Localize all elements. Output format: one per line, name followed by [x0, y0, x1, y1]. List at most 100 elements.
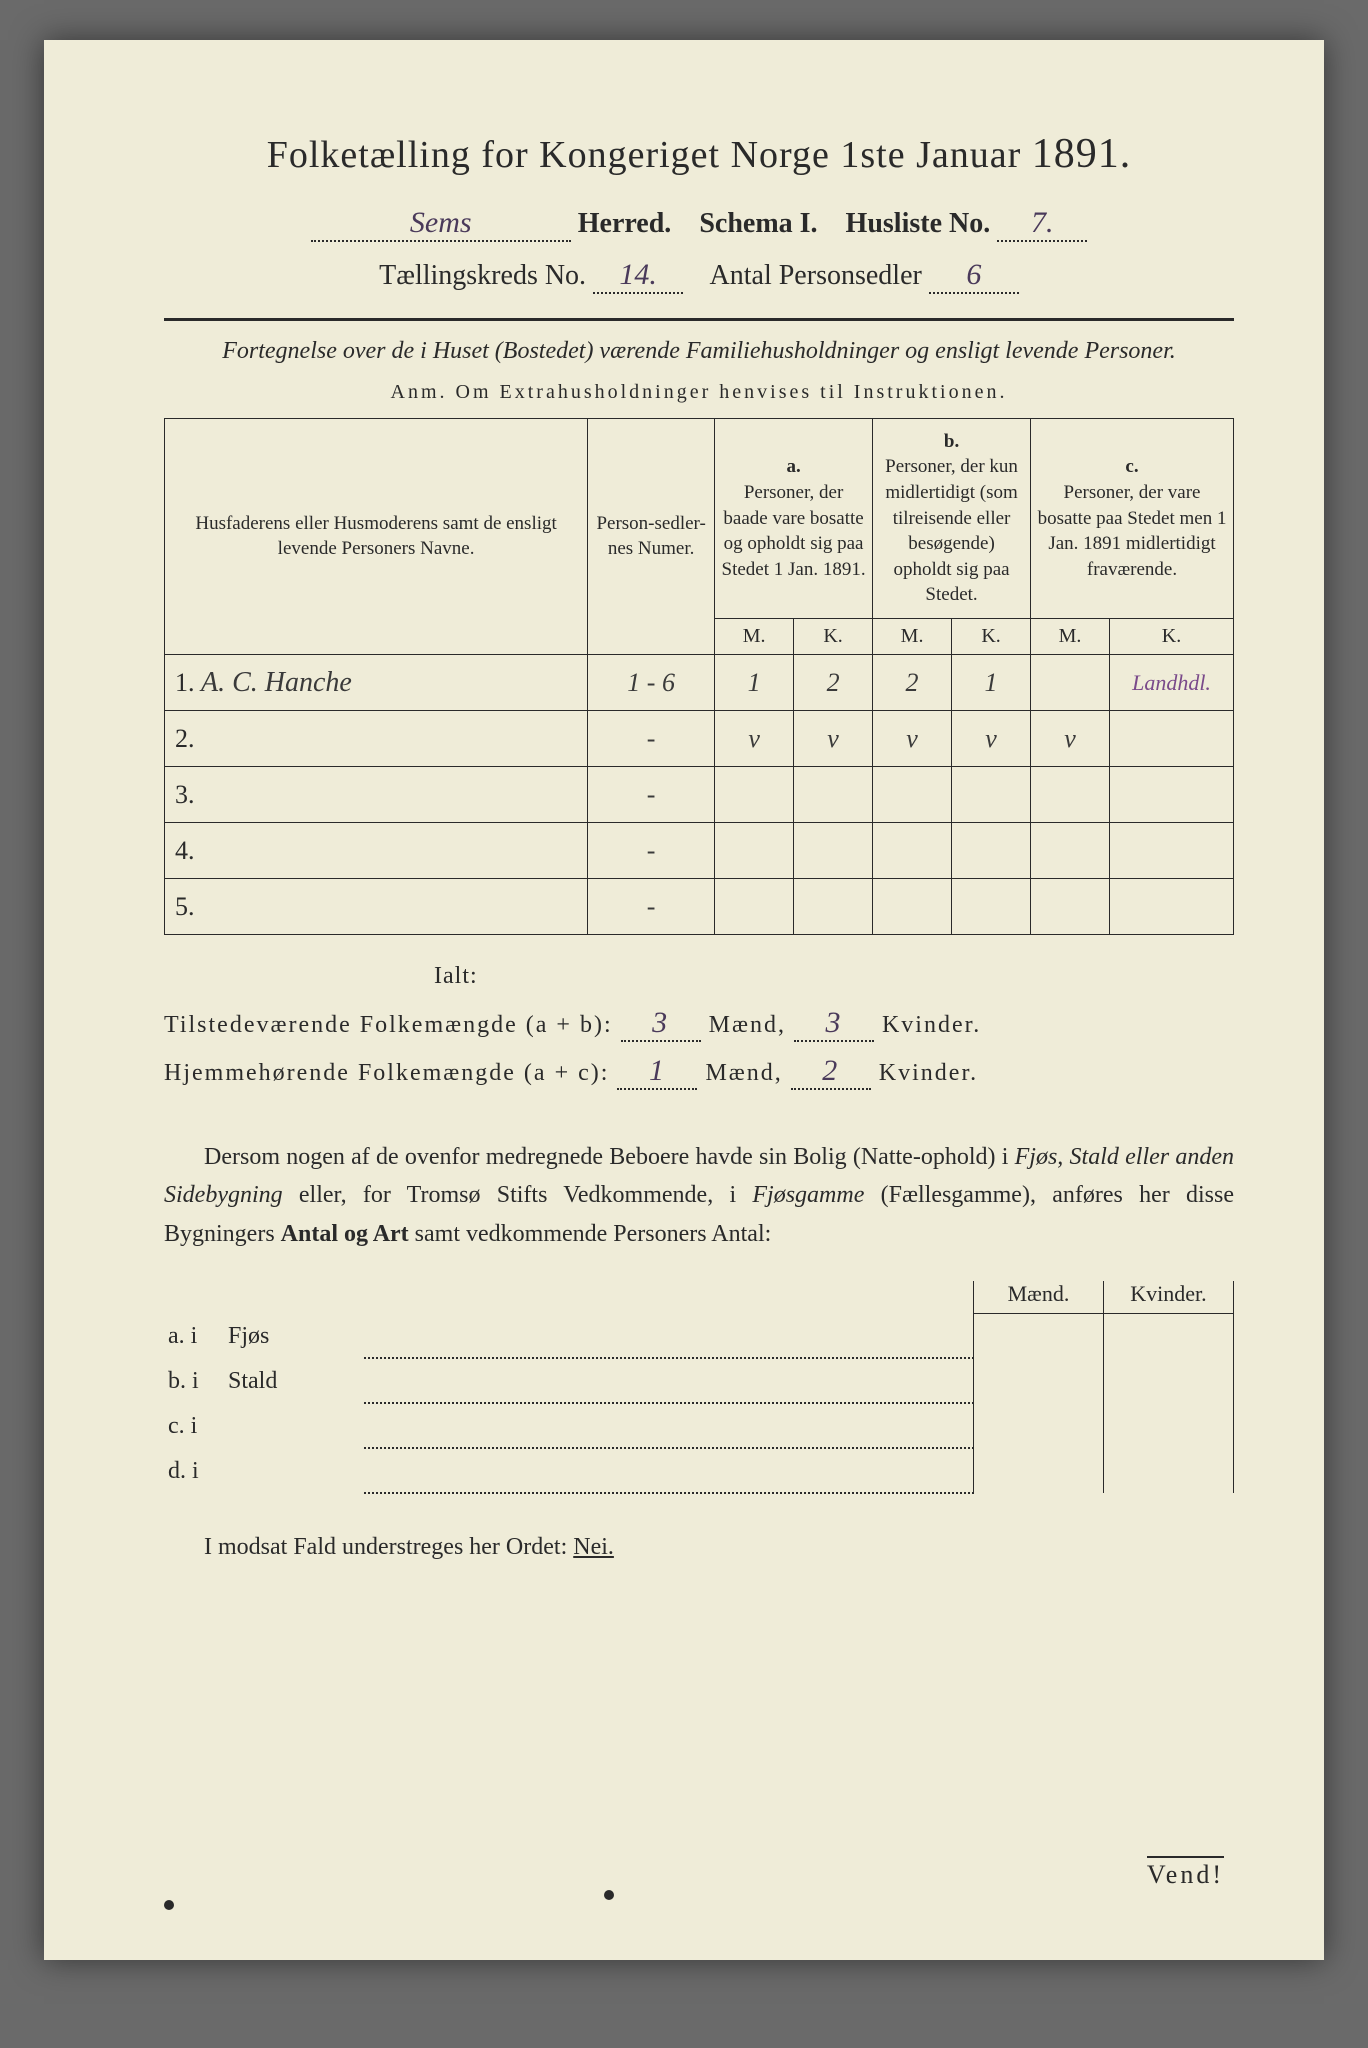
summary-line-1: Tilstedeværende Folkemængde (a + b): 3 M… [164, 1006, 1234, 1042]
row-am [715, 879, 794, 935]
row-cm [1031, 767, 1110, 823]
explanatory-paragraph: Dersom nogen af de ovenfor medregnede Be… [164, 1138, 1234, 1253]
bottom-lbl: b. i [164, 1358, 224, 1403]
summary1-k: 3 [794, 1006, 874, 1042]
row-bk: 1 [952, 655, 1031, 711]
herred-label: Herred. [578, 208, 672, 239]
title-year: 1891. [1032, 131, 1132, 177]
col-c-m: M. [1031, 619, 1110, 655]
col-b-text: Personer, der kun midlertidigt (som tilr… [885, 456, 1018, 605]
summary2-k: 2 [791, 1054, 871, 1090]
bottom-typ [224, 1403, 364, 1448]
row-bk [952, 823, 1031, 879]
summary1-label: Tilstedeværende Folkemængde (a + b): [164, 1012, 613, 1038]
row-num: 1 - 6 [588, 655, 715, 711]
row-ck [1110, 879, 1234, 935]
row-am: 1 [715, 655, 794, 711]
bottom-row: d. i [164, 1448, 1234, 1493]
row-num: - [588, 879, 715, 935]
row-name: 5. [165, 879, 588, 935]
bottom-row: a. iFjøs [164, 1314, 1234, 1358]
row-ak [794, 823, 873, 879]
divider-1 [164, 318, 1234, 321]
bottom-m [974, 1314, 1104, 1358]
col-a-k: K. [794, 619, 873, 655]
row-ak [794, 767, 873, 823]
bottom-typ: Stald [224, 1358, 364, 1403]
table-row: 4. - [165, 823, 1234, 879]
title-text: Folketælling for Kongeriget Norge 1ste J… [267, 134, 1022, 176]
ink-spot [164, 1900, 174, 1910]
kreds-value: 14. [593, 258, 683, 294]
bottom-lbl: d. i [164, 1448, 224, 1493]
col-c-k: K. [1110, 619, 1234, 655]
antal-value: 6 [929, 258, 1019, 294]
herred-value: Sems [311, 206, 571, 242]
summary-line-2: Hjemmehørende Folkemængde (a + c): 1 Mæn… [164, 1054, 1234, 1090]
bottom-head-k: Kvinder. [1104, 1281, 1234, 1314]
row-name: 4. [165, 823, 588, 879]
table-row: 3. - [165, 767, 1234, 823]
row-name: 2. [165, 711, 588, 767]
row-name: 3. [165, 767, 588, 823]
row-ck [1110, 767, 1234, 823]
maend-label-2: Mænd, [705, 1060, 782, 1086]
husliste-label: Husliste No. [846, 208, 991, 239]
bottom-head-m: Mænd. [974, 1281, 1104, 1314]
col-a-label: a. [786, 456, 800, 477]
row-bm [873, 823, 952, 879]
col-c: c. Personer, der vare bosatte paa Stedet… [1031, 418, 1234, 618]
main-table: Husfaderens eller Husmoderens samt de en… [164, 418, 1234, 935]
col-name: Husfaderens eller Husmoderens samt de en… [165, 418, 588, 654]
row-am: v [715, 711, 794, 767]
table-row: 5. - [165, 879, 1234, 935]
col-c-text: Personer, der vare bosatte paa Stedet me… [1038, 482, 1227, 580]
row-name: 1. A. C. Hanche [165, 655, 588, 711]
col-a-text: Personer, der baade vare bosatte og opho… [722, 482, 866, 580]
bottom-row: b. iStald [164, 1358, 1234, 1403]
table-body: 1. A. C. Hanche1 - 61221Landhdl.2. -vvvv… [165, 655, 1234, 935]
row-bm [873, 879, 952, 935]
bottom-k [1104, 1403, 1234, 1448]
bottom-dots [364, 1448, 974, 1493]
row-ak: v [794, 711, 873, 767]
col-a-m: M. [715, 619, 794, 655]
bottom-k [1104, 1314, 1234, 1358]
bottom-tbody: a. iFjøs b. iStald c. i d. i [164, 1314, 1234, 1493]
ialt-label: Ialt: [434, 963, 1234, 990]
row-bk: v [952, 711, 1031, 767]
ink-spot [604, 1890, 614, 1900]
bottom-dots [364, 1314, 974, 1358]
bottom-lbl: a. i [164, 1314, 224, 1358]
row-num: - [588, 823, 715, 879]
row-ck [1110, 711, 1234, 767]
row-bm: v [873, 711, 952, 767]
header-row-1: Sems Herred. Schema I. Husliste No. 7. [164, 206, 1234, 242]
row-am [715, 823, 794, 879]
kvinder-label-2: Kvinder. [879, 1060, 978, 1086]
maend-label-1: Mænd, [709, 1012, 786, 1038]
row-num: - [588, 711, 715, 767]
bottom-typ: Fjøs [224, 1314, 364, 1358]
bottom-dots [364, 1358, 974, 1403]
row-cm [1031, 655, 1110, 711]
bottom-m [974, 1403, 1104, 1448]
bottom-row: c. i [164, 1403, 1234, 1448]
summary2-m: 1 [617, 1054, 697, 1090]
row-bk [952, 879, 1031, 935]
row-bk [952, 767, 1031, 823]
census-form-page: Folketælling for Kongeriget Norge 1ste J… [44, 40, 1324, 1960]
summary1-m: 3 [621, 1006, 701, 1042]
row-cm: v [1031, 711, 1110, 767]
col-b: b. Personer, der kun midlertidigt (som t… [873, 418, 1031, 618]
row-cm [1031, 823, 1110, 879]
bottom-table: Mænd. Kvinder. a. iFjøs b. iStald c. i d… [164, 1281, 1234, 1494]
col-b-label: b. [944, 431, 959, 452]
table-row: 1. A. C. Hanche1 - 61221Landhdl. [165, 655, 1234, 711]
row-ak [794, 879, 873, 935]
table-row: 2. -vvvvv [165, 711, 1234, 767]
col-num: Person-sedler-nes Numer. [588, 418, 715, 654]
row-bm [873, 767, 952, 823]
kreds-label: Tællingskreds No. [379, 260, 586, 291]
row-am [715, 767, 794, 823]
